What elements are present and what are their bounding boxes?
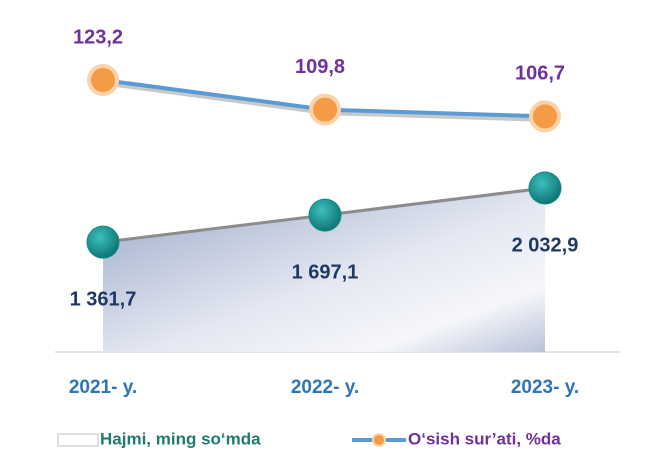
legend-swatch xyxy=(57,433,99,447)
area-marker xyxy=(308,198,342,232)
area-marker xyxy=(86,225,120,259)
x-tick-label: 2022- y. xyxy=(291,377,359,398)
value-label: 123,2 xyxy=(73,26,123,48)
legend-label: Hajmi, ming so‘mda xyxy=(100,429,261,448)
value-label: 1 697,1 xyxy=(292,261,359,283)
line-marker xyxy=(309,93,341,126)
value-label: 2 032,9 xyxy=(512,234,579,256)
value-label: 106,7 xyxy=(515,63,565,85)
value-label: 1 361,7 xyxy=(70,288,137,310)
x-tick-label: 2023- y. xyxy=(511,377,579,398)
legend-swatch-marker xyxy=(372,433,386,447)
area-marker xyxy=(528,171,562,205)
line-marker xyxy=(529,100,561,133)
line-marker xyxy=(87,64,119,96)
value-label: 109,8 xyxy=(295,56,345,78)
legend-label: O‘sish sur’ati, %da xyxy=(408,429,561,448)
x-tick-label: 2021- y. xyxy=(69,377,137,398)
